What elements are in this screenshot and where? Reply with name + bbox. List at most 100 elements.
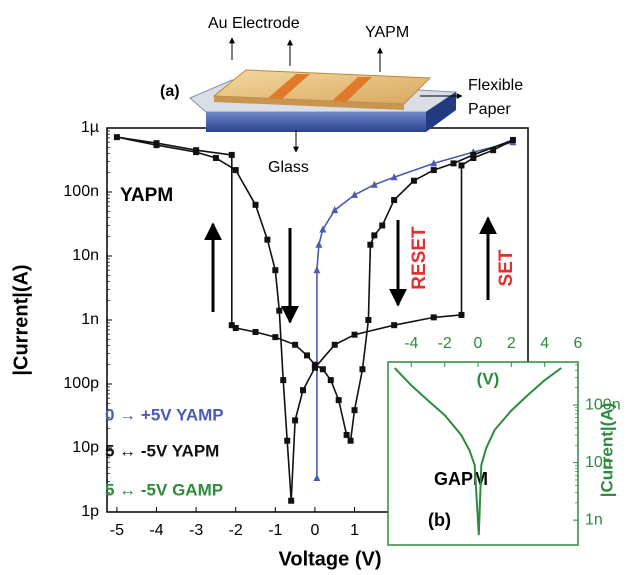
y-tick-label: 100n <box>63 183 99 200</box>
x-tick-label: -4 <box>149 522 163 539</box>
y-tick-label: 10n <box>72 247 99 264</box>
y-tick-label: 100p <box>63 375 99 392</box>
data-point <box>367 241 374 248</box>
data-point <box>359 366 366 373</box>
y-tick-label: 100n <box>585 396 621 413</box>
data-point <box>327 377 334 384</box>
x-axis-label: (V) <box>477 369 500 388</box>
data-point <box>430 167 437 174</box>
data-point <box>319 225 327 233</box>
x-tick-label: -4 <box>404 335 418 352</box>
data-point <box>370 180 378 188</box>
x-tick-label: 0 <box>474 335 483 352</box>
data-point <box>343 431 350 438</box>
data-point <box>371 232 378 239</box>
schematic-label: Flexible <box>468 77 523 94</box>
legend-entry: 5 ↔ -5V YAPM <box>105 441 219 460</box>
data-point <box>347 437 354 444</box>
main-chart: -5-4-3-2-10123451p10p100p1n10n100n1µVolt… <box>10 119 529 570</box>
annotation: (b) <box>428 510 451 530</box>
data-point <box>252 201 259 208</box>
data-point <box>450 160 457 167</box>
annotation: YAPM <box>120 185 173 206</box>
data-point <box>470 154 477 161</box>
y-tick-label: 1µ <box>81 119 99 136</box>
y-tick-label: 1n <box>81 311 99 328</box>
data-point <box>390 173 398 181</box>
x-tick-label: -2 <box>229 522 243 539</box>
data-point <box>509 136 516 143</box>
glass-side <box>426 92 456 132</box>
data-point <box>315 240 323 248</box>
annotation: SET <box>496 249 517 286</box>
y-tick-label: 10n <box>585 454 612 471</box>
x-tick-label: -1 <box>268 522 282 539</box>
y-tick-label: 1p <box>81 503 99 520</box>
x-axis-label: Voltage (V) <box>279 548 382 570</box>
data-point <box>365 317 372 323</box>
data-point <box>430 314 437 321</box>
data-point <box>313 473 321 481</box>
data-point <box>284 437 291 444</box>
panel-label: (a) <box>160 83 180 100</box>
x-tick-label: -5 <box>110 522 124 539</box>
data-point <box>193 149 200 156</box>
data-point <box>351 407 358 414</box>
data-line <box>393 367 562 536</box>
schematic: Au Electrode YAPM (a) Flexible Paper Gla… <box>160 15 523 176</box>
data-point <box>458 311 465 318</box>
data-point <box>410 177 417 184</box>
data-point <box>280 377 287 384</box>
data-point <box>470 151 477 158</box>
paper-edge <box>214 96 404 110</box>
annotation: RESET <box>409 226 430 290</box>
data-point <box>272 267 279 274</box>
data-point <box>311 364 318 371</box>
schematic-label: YAPM <box>365 24 409 41</box>
data-point <box>313 266 321 274</box>
data-point <box>335 397 342 404</box>
x-tick-label: 0 <box>310 522 319 539</box>
data-point <box>391 196 398 203</box>
schematic-label: Paper <box>468 101 511 118</box>
y-axis-label: |Current|(A) <box>597 403 616 498</box>
y-tick-label: 10p <box>72 439 99 456</box>
data-point <box>264 236 271 243</box>
legend-entry: 5 ↔ -5V GAMP <box>105 480 223 499</box>
y-axis-label: |Current|(A) <box>10 264 32 375</box>
data-point <box>319 366 326 373</box>
data-point <box>288 497 295 504</box>
data-point <box>351 190 359 198</box>
data-point <box>351 331 358 338</box>
data-point <box>490 147 497 154</box>
data-point <box>458 162 465 169</box>
data-point <box>304 352 311 359</box>
schematic-label: Au Electrode <box>208 15 300 32</box>
data-point <box>292 417 299 424</box>
arrows <box>204 216 497 324</box>
data-point <box>379 222 386 229</box>
data-point <box>272 334 279 341</box>
data-point <box>232 167 239 174</box>
data-point <box>391 322 398 329</box>
legend-entry: 0 → +5V YAMP <box>105 405 224 424</box>
schematic-label: Glass <box>268 159 309 176</box>
data-point <box>331 341 338 348</box>
glass-front <box>206 112 426 132</box>
data-point <box>232 324 239 331</box>
x-tick-label: 4 <box>540 335 549 352</box>
data-point <box>228 151 235 158</box>
x-tick-label: 1 <box>350 522 359 539</box>
y-tick-label: 1n <box>585 511 603 528</box>
x-tick-label: -3 <box>189 522 203 539</box>
data-point <box>252 328 259 335</box>
data-point <box>430 159 438 167</box>
electrode <box>268 74 310 99</box>
data-point <box>300 387 307 394</box>
data-point <box>276 307 283 314</box>
x-tick-label: 2 <box>507 335 516 352</box>
x-tick-label: 6 <box>574 335 583 352</box>
